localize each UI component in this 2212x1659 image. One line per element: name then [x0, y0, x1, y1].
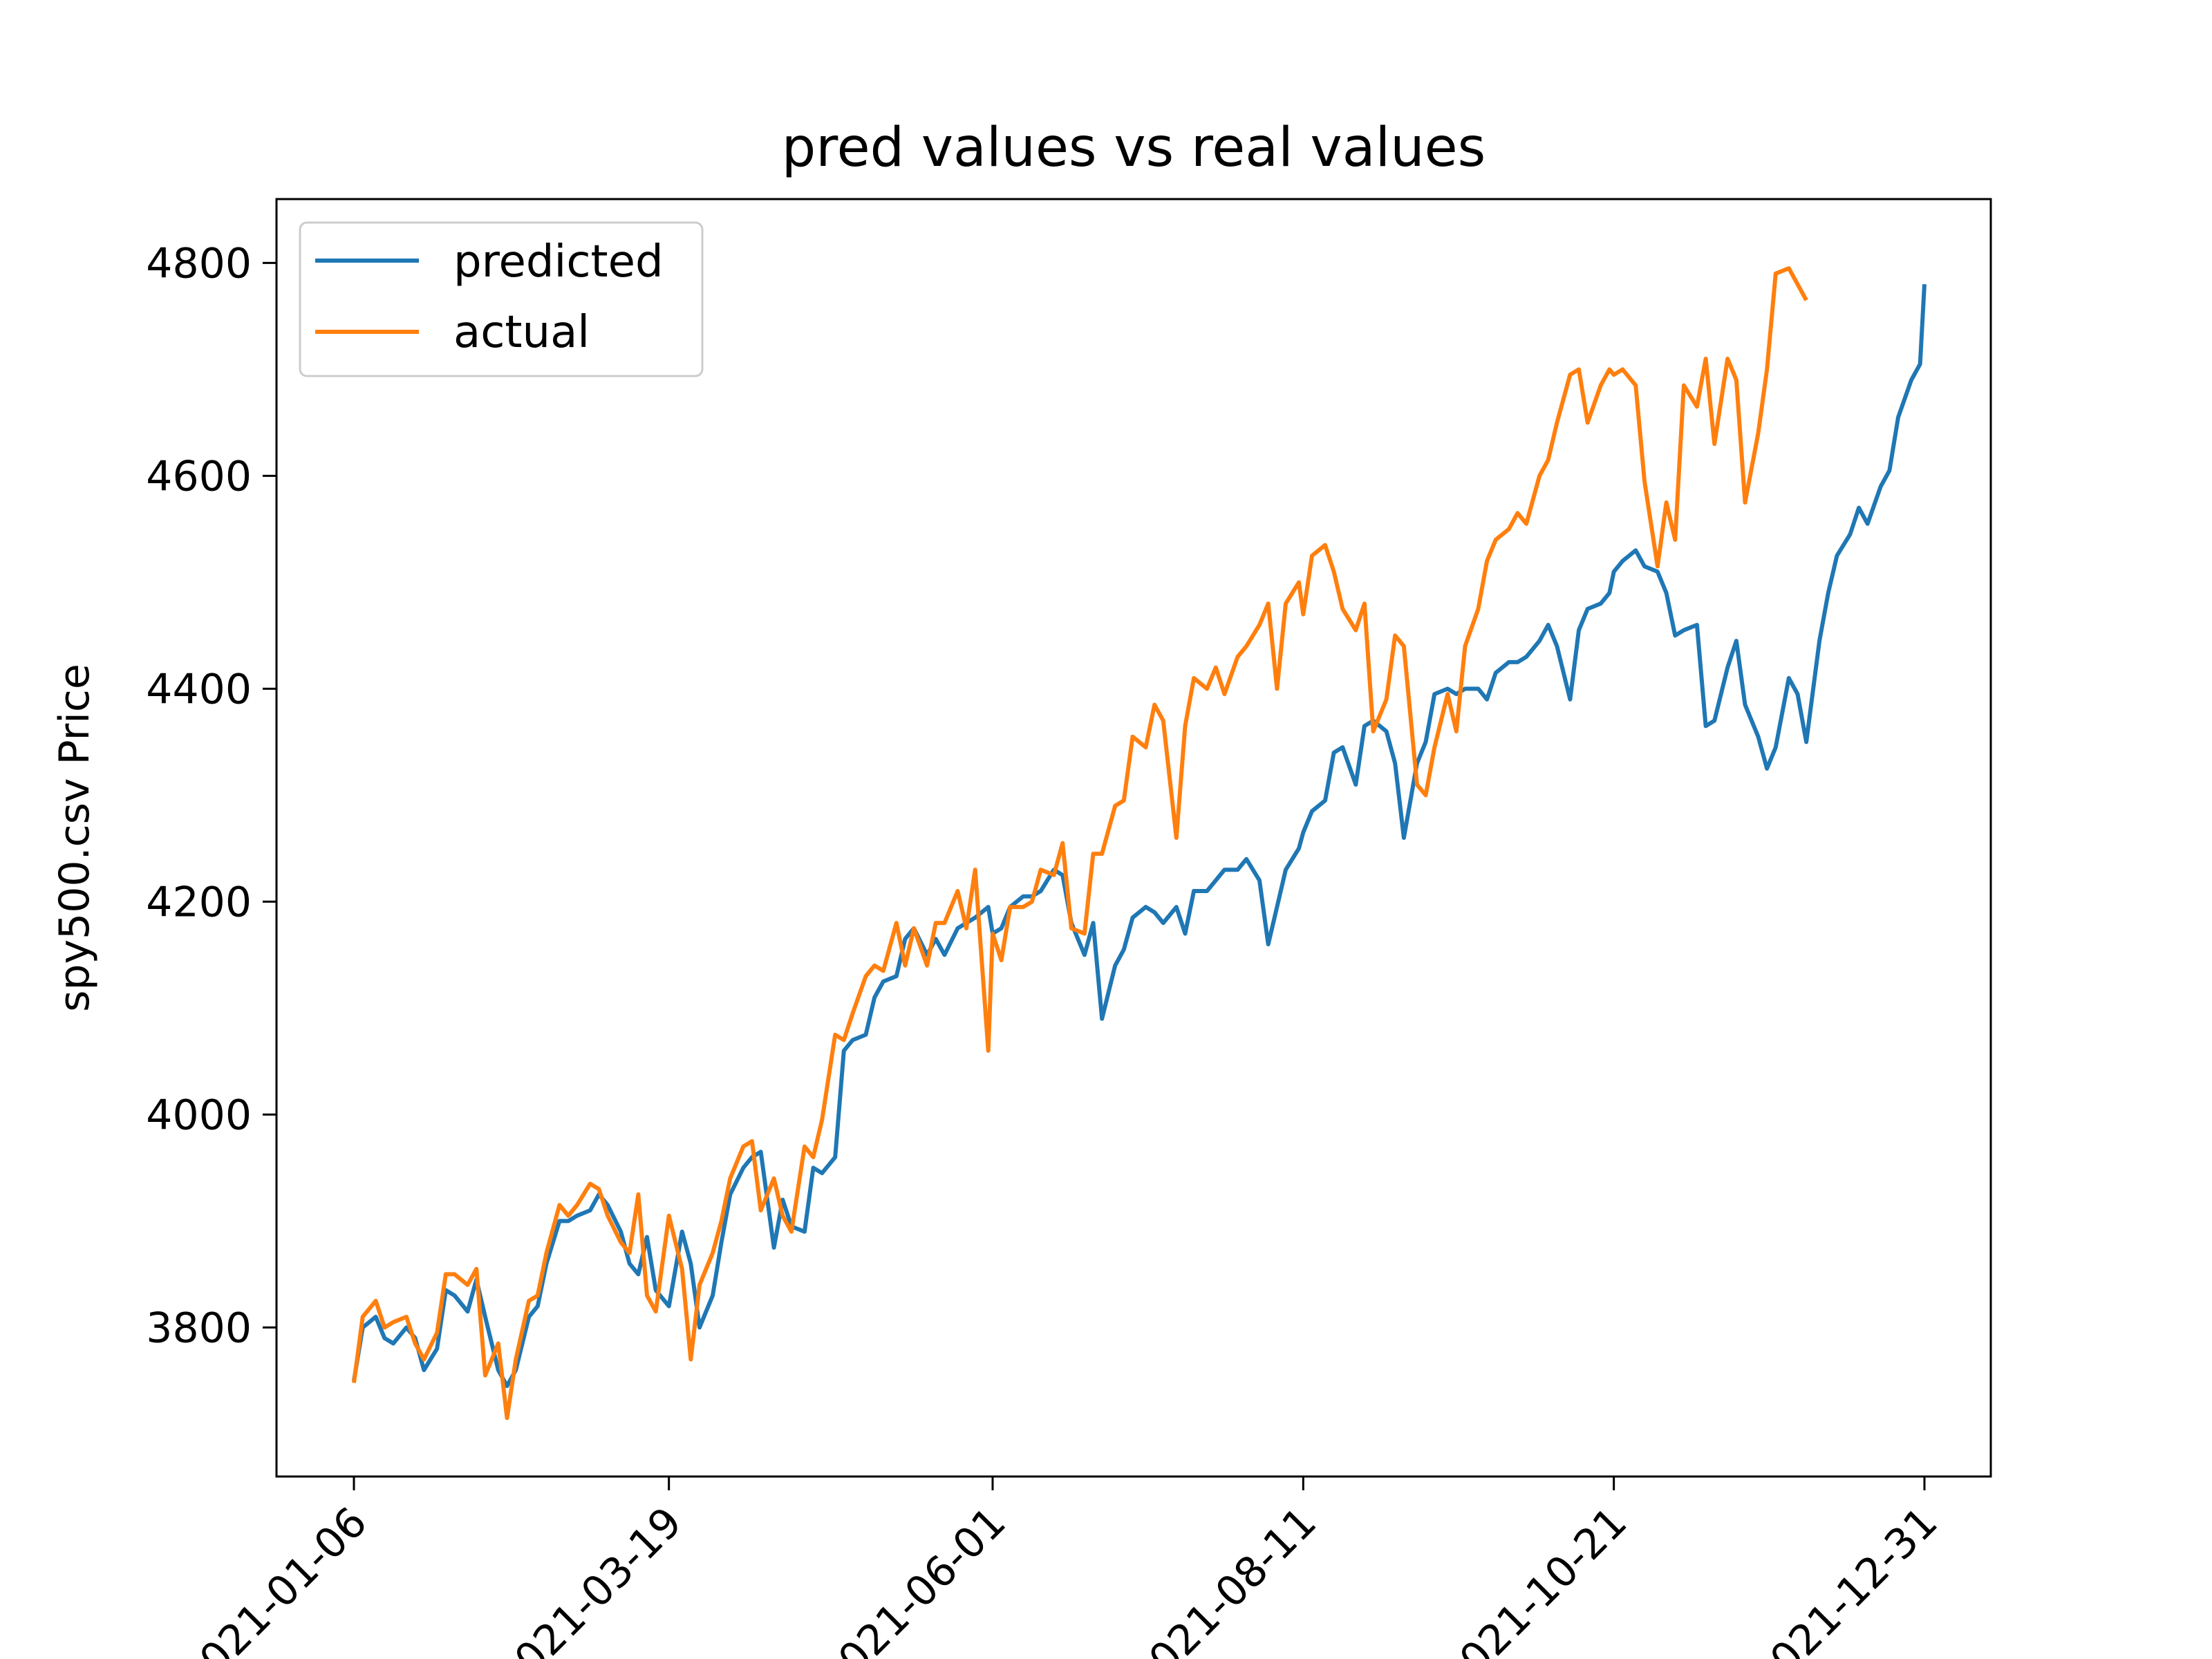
- series-line-actual: [352, 266, 1808, 1421]
- series-line-predicted: [352, 284, 1927, 1389]
- chart-title: pred values vs real values: [782, 117, 1486, 179]
- series-lines: [352, 266, 1927, 1421]
- y-axis-label: spy500.csv Price: [50, 664, 99, 1012]
- y-tick-label: 4200: [146, 878, 252, 926]
- y-axis-ticks: 3800 4000 4200 4400 4600 4800: [146, 239, 276, 1352]
- y-tick-label: 3800: [146, 1304, 252, 1352]
- legend-label-predicted: predicted: [453, 236, 664, 288]
- y-tick-label: 4000: [146, 1091, 252, 1139]
- y-tick-label: 4800: [146, 239, 252, 288]
- legend: predicted actual: [299, 221, 704, 377]
- y-tick-label: 4400: [146, 665, 252, 713]
- plot-frame: [275, 198, 1992, 1478]
- y-tick-label: 4600: [146, 452, 252, 500]
- legend-label-actual: actual: [453, 307, 590, 358]
